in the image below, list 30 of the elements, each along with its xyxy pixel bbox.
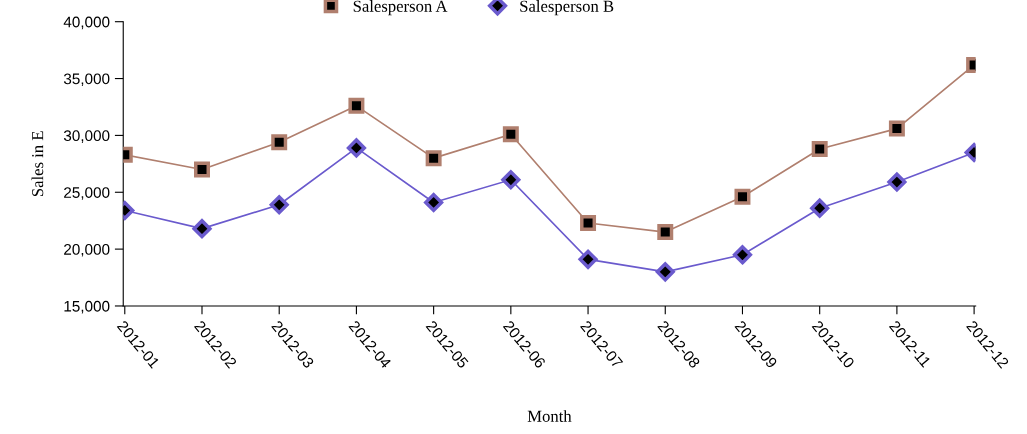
point <box>194 161 210 178</box>
y-tick-label: 20,000 <box>64 243 110 257</box>
y-tick-label: 30,000 <box>63 130 110 143</box>
x-axis-title: Month <box>527 410 572 422</box>
point <box>655 262 675 282</box>
point <box>810 198 830 218</box>
point <box>271 134 288 151</box>
point <box>192 219 212 239</box>
point <box>424 192 444 213</box>
point <box>657 224 674 241</box>
point <box>502 126 519 143</box>
point <box>348 97 365 114</box>
point <box>887 172 907 192</box>
y-tick-label: 15,000 <box>64 300 110 314</box>
point <box>580 214 597 231</box>
point <box>732 245 753 265</box>
point <box>346 138 367 158</box>
point <box>888 120 905 137</box>
legend-label: Salesperson B <box>520 0 614 16</box>
y-tick-label: 40,000 <box>63 16 110 30</box>
y-axis-title: Sales in E <box>31 131 44 197</box>
point <box>734 188 751 205</box>
point <box>811 141 828 158</box>
point <box>578 249 598 269</box>
y-tick-label: 35,000 <box>63 73 110 87</box>
point <box>425 150 442 167</box>
point <box>269 195 289 215</box>
y-tick-label: 25,000 <box>64 187 110 200</box>
point <box>501 170 521 190</box>
legend-label: Salesperson A <box>353 0 448 16</box>
